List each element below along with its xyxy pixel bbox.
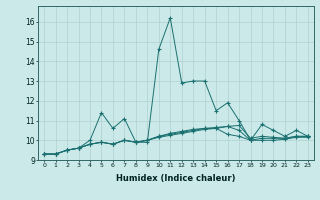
X-axis label: Humidex (Indice chaleur): Humidex (Indice chaleur) [116,174,236,183]
